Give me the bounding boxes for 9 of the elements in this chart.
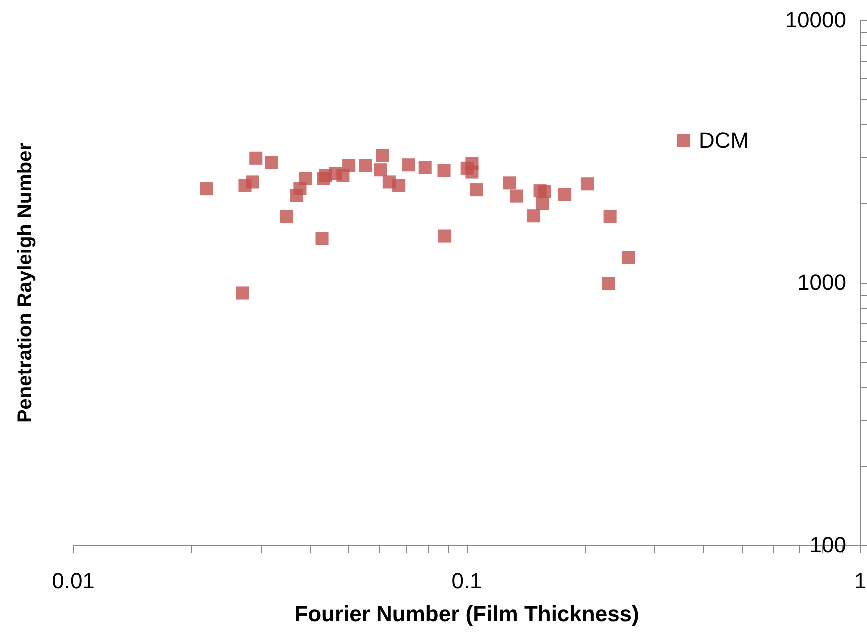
legend-label: DCM [699, 128, 750, 153]
x-tick-label: 0.01 [52, 568, 95, 594]
y-tick-label: 100 [810, 532, 846, 558]
x-tick-label: 1 [854, 568, 867, 594]
y-tick-label: 10000 [785, 8, 846, 32]
x-axis-title: Fourier Number (Film Thickness) [294, 602, 640, 626]
y-axis-title: Penetration Rayleigh Number [14, 142, 36, 424]
y-tick-label: 1000 [798, 270, 846, 295]
x-tick-label: 0.1 [452, 568, 482, 594]
